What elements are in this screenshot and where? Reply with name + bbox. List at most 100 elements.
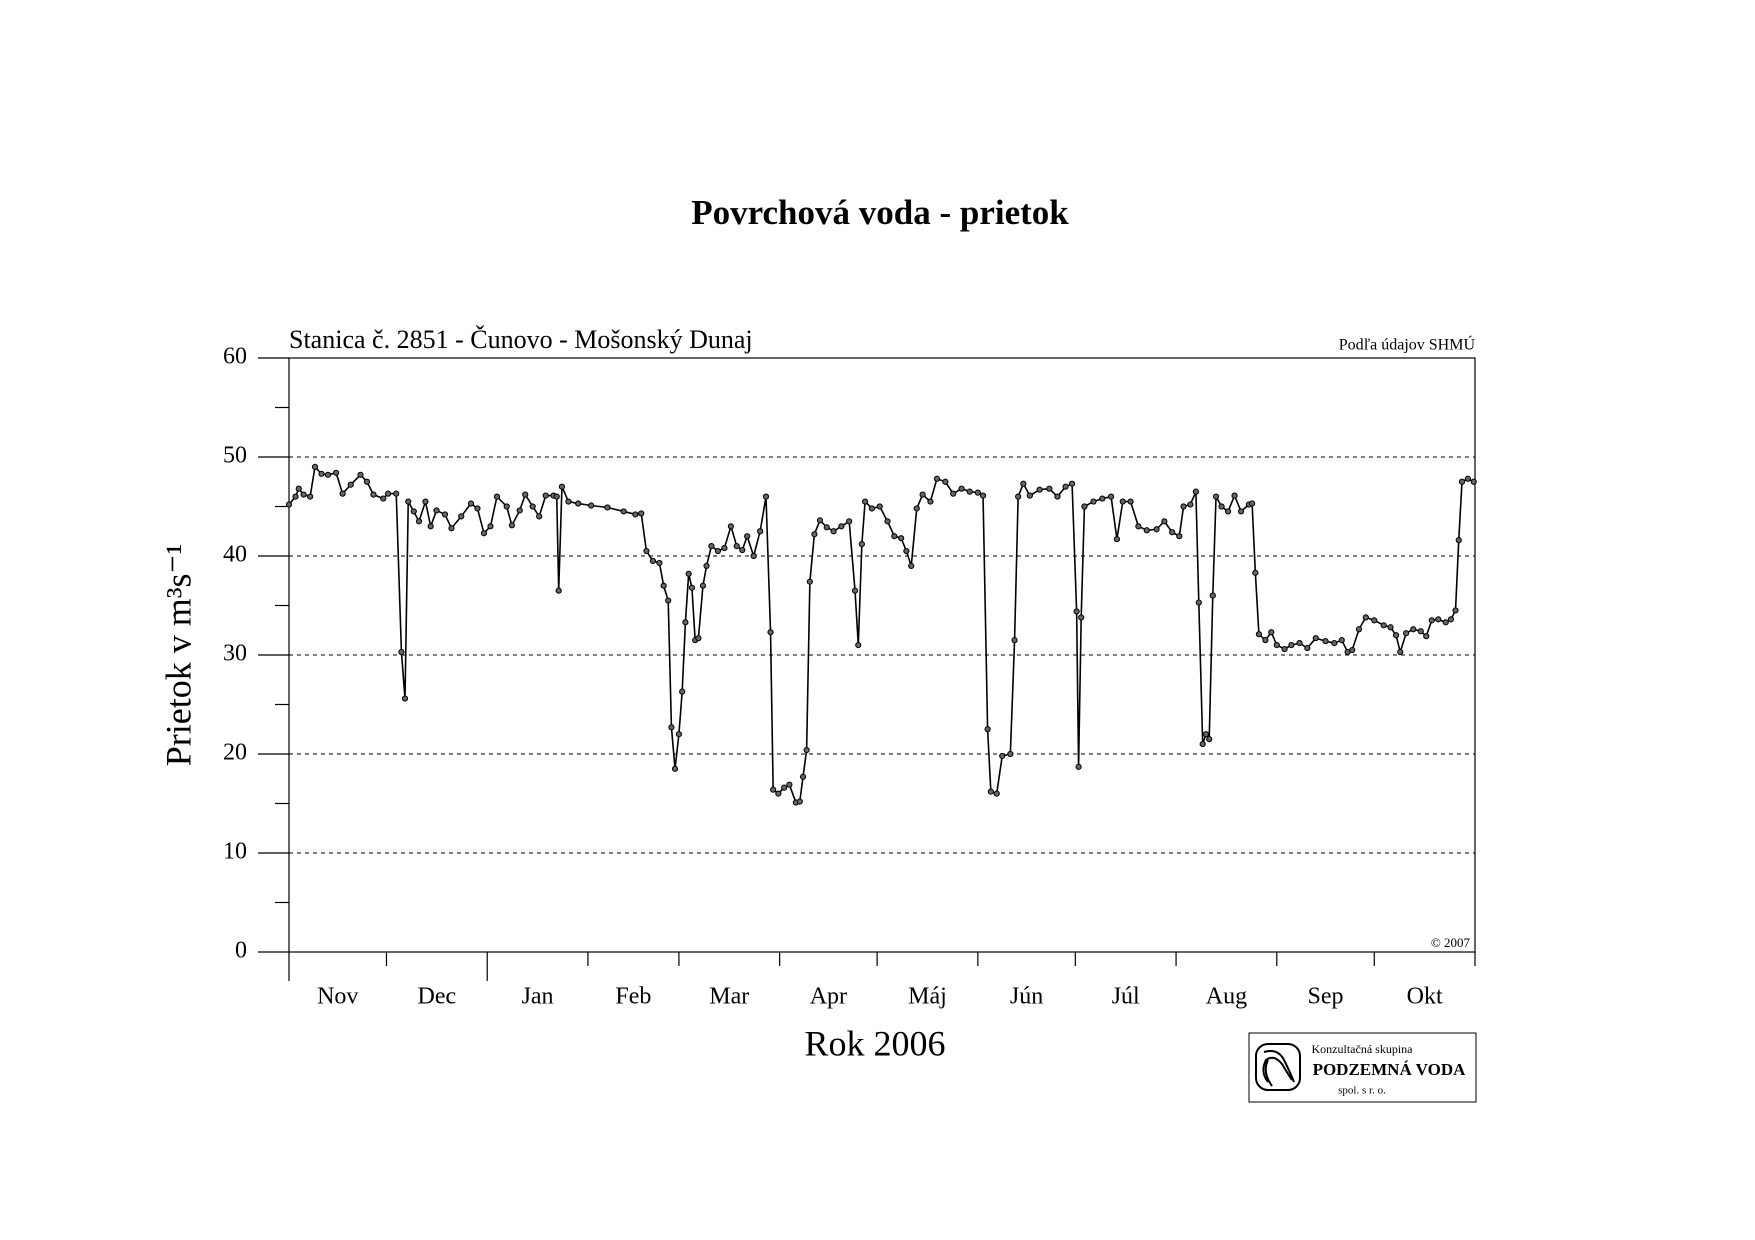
- data-point: [493, 493, 501, 500]
- data-point: [1252, 569, 1259, 576]
- data-point: [1423, 633, 1430, 640]
- data-point: [733, 543, 740, 550]
- data-point: [688, 584, 696, 591]
- data-point: [1007, 750, 1014, 758]
- data-point: [318, 470, 325, 477]
- data-point: [665, 597, 672, 604]
- data-point: [898, 535, 905, 542]
- data-point: [656, 559, 663, 567]
- data-point: [536, 513, 543, 520]
- data-point: [1410, 626, 1417, 633]
- data-point: [311, 463, 319, 470]
- data-point: [487, 523, 494, 530]
- data-point: [1231, 492, 1238, 499]
- data-point: [1054, 493, 1061, 500]
- data-point: [979, 492, 987, 499]
- data-point: [974, 489, 981, 496]
- data-point: [357, 471, 364, 478]
- x-tick-label: Mar: [709, 984, 749, 1010]
- data-point: [958, 485, 965, 492]
- logo-text: spol. s r. o.: [1338, 1085, 1386, 1097]
- data-point: [1331, 640, 1338, 647]
- data-point: [1119, 498, 1126, 505]
- data-point: [927, 498, 934, 505]
- source: Podľa údajov SHMÚ: [1339, 335, 1476, 354]
- data-point: [757, 528, 764, 535]
- data-point: [285, 501, 293, 508]
- data-point: [1296, 640, 1303, 647]
- data-point: [1470, 478, 1477, 485]
- data-point: [984, 726, 991, 733]
- data-point: [1176, 533, 1183, 540]
- data-point: [1062, 483, 1069, 490]
- data-point: [1113, 536, 1121, 543]
- logo-icon: [1255, 1043, 1301, 1091]
- data-point: [405, 498, 412, 505]
- data-point: [1036, 486, 1043, 493]
- data-point: [695, 635, 702, 642]
- data-point: [862, 498, 869, 505]
- data-point: [393, 490, 400, 497]
- data-point: [1099, 495, 1106, 502]
- x-tick-label: Aug: [1206, 984, 1247, 1010]
- data-point: [553, 493, 560, 500]
- logo: Konzultačná skupina PODZEMNÁ VODA spol. …: [1248, 1032, 1477, 1103]
- data-point: [775, 790, 782, 797]
- data-point: [638, 510, 645, 517]
- data-point: [1212, 493, 1220, 500]
- data-line: [288, 465, 1475, 804]
- data-point: [1464, 475, 1471, 482]
- data-point: [300, 491, 307, 498]
- logo-text: PODZEMNÁ VODA: [1313, 1060, 1467, 1079]
- data-point: [858, 541, 865, 548]
- data-point: [398, 648, 405, 656]
- data-point: [1153, 526, 1160, 533]
- data-point: [1268, 629, 1275, 636]
- data-point: [816, 517, 824, 524]
- data-point: [830, 528, 837, 535]
- x-tick-label: Okt: [1407, 984, 1443, 1010]
- data-point: [1187, 501, 1194, 508]
- data-point: [993, 790, 1000, 797]
- data-point: [1380, 622, 1387, 629]
- data-point: [295, 485, 302, 492]
- y-tick-label: 60: [223, 344, 247, 370]
- data-point: [744, 533, 751, 540]
- data-point: [708, 543, 715, 550]
- data-point: [786, 781, 793, 788]
- subtitle: Stanica č. 2851 - Čunovo - Mošonský Duna…: [289, 325, 753, 354]
- data-point: [767, 629, 774, 636]
- data-point: [1169, 529, 1176, 536]
- data-point: [1020, 480, 1027, 487]
- data-point: [1362, 614, 1369, 621]
- data-point: [632, 511, 639, 518]
- data-point: [1192, 488, 1199, 495]
- data-point: [1304, 644, 1311, 652]
- data-point: [1447, 616, 1455, 623]
- x-tick-label: Máj: [908, 984, 947, 1010]
- chart-title: Povrchová voda - prietok: [691, 193, 1069, 232]
- data-point: [685, 570, 692, 577]
- data-point: [762, 493, 770, 500]
- data-point: [1349, 646, 1356, 654]
- data-point: [1248, 500, 1256, 507]
- data-point: [1046, 485, 1053, 492]
- data-point: [1073, 608, 1080, 615]
- data-point: [1273, 642, 1280, 649]
- data-point: [1397, 648, 1404, 656]
- data-point: [1455, 537, 1462, 544]
- data-point: [380, 495, 387, 502]
- data-point: [1195, 599, 1202, 606]
- data-point: [699, 582, 707, 589]
- data-point: [876, 503, 883, 510]
- data-point: [796, 798, 803, 805]
- data-point: [542, 492, 549, 499]
- data-point: [1068, 480, 1076, 487]
- data-point: [1458, 478, 1466, 485]
- data-point: [555, 587, 562, 594]
- data-point: [1442, 619, 1449, 626]
- y-tick-label: 20: [223, 740, 247, 766]
- data-point: [1107, 493, 1115, 500]
- data-point: [823, 524, 830, 531]
